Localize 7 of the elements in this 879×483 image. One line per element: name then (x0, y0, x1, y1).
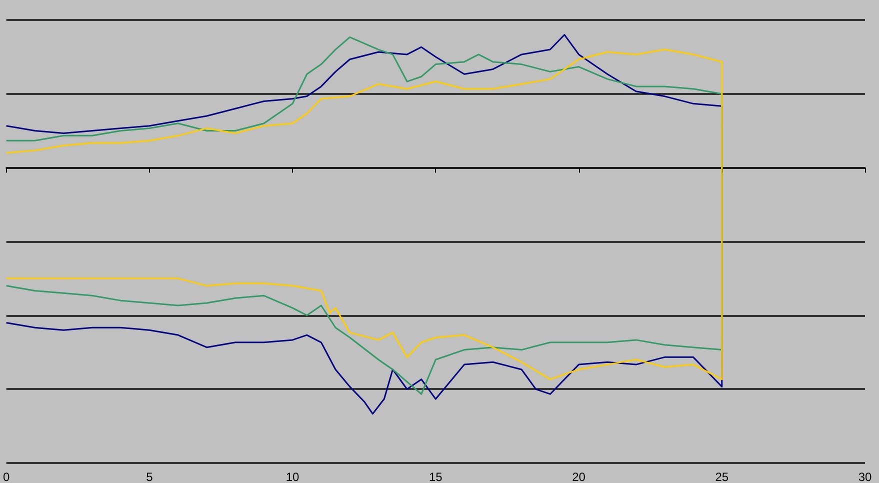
x-tick-label: 25 (715, 470, 729, 483)
x-tick-label: 30 (858, 470, 872, 483)
x-tick-label: 10 (286, 470, 300, 483)
x-tick-label: 15 (428, 470, 443, 483)
x-tick-label: 5 (146, 470, 154, 483)
x-tick-label: 20 (572, 470, 586, 483)
x-tick-label: 0 (2, 470, 10, 483)
